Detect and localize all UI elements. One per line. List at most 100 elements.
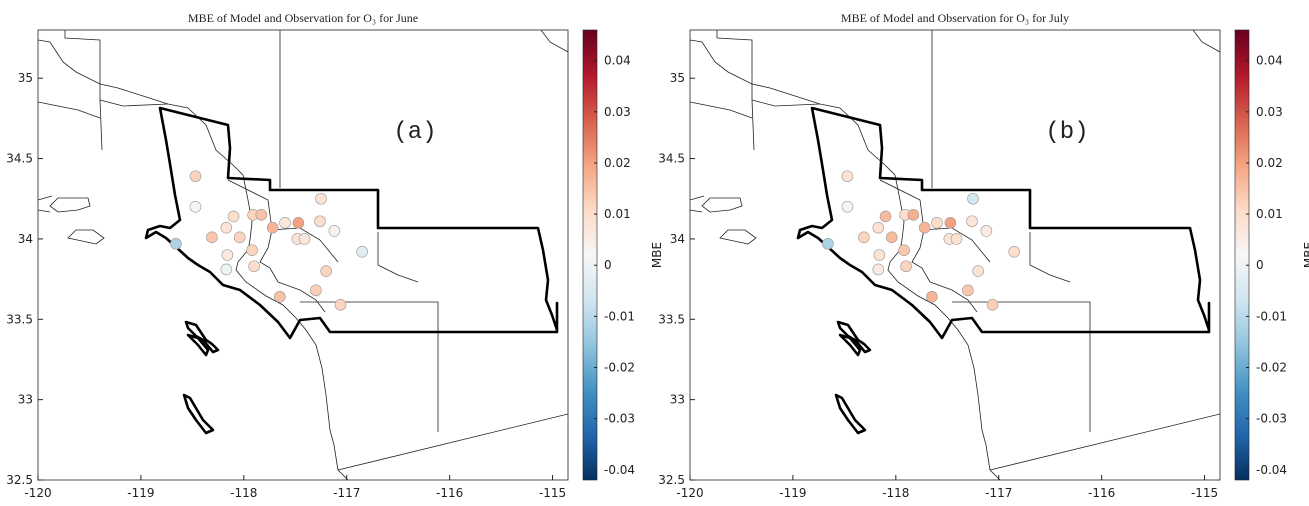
- colorbar-tick-label: -0.02: [1256, 361, 1287, 375]
- station-marker: [962, 284, 974, 297]
- y-tick-label: 34.5: [658, 152, 685, 166]
- station-marker: [221, 249, 234, 261]
- colorbar-tick-label: 0.03: [1256, 105, 1283, 119]
- station-marker: [822, 237, 834, 250]
- y-tick-label: 33.5: [658, 312, 685, 326]
- station-marker: [227, 210, 240, 223]
- y-tick-label: 35: [18, 71, 33, 85]
- station-marker: [206, 231, 218, 244]
- colorbar-tick-label: -0.04: [604, 463, 635, 477]
- map-panel: MBE of Model and Observation for O₃ for …: [6, 11, 664, 500]
- station-marker: [879, 210, 892, 223]
- station-marker: [170, 237, 182, 250]
- annotation: (a): [393, 119, 436, 146]
- station-marker: [926, 290, 938, 303]
- station-marker: [944, 217, 957, 229]
- station-marker: [967, 192, 979, 205]
- x-tick-label: -117: [333, 486, 360, 500]
- y-tick-label: 35: [670, 71, 685, 85]
- x-tick-label: -116: [1088, 486, 1115, 500]
- station-marker: [189, 170, 202, 183]
- station-marker: [266, 221, 279, 234]
- station-marker: [841, 170, 854, 183]
- station-marker: [885, 231, 898, 244]
- station-marker: [298, 233, 311, 245]
- annotation: (b): [1045, 119, 1088, 146]
- station-marker: [315, 192, 327, 205]
- station-marker: [858, 231, 870, 244]
- colorbar-label: MBE: [650, 242, 664, 268]
- y-tick-label: 34: [18, 232, 33, 246]
- station-marker: [189, 200, 202, 213]
- x-tick-label: -115: [539, 486, 566, 500]
- station-marker: [328, 225, 341, 237]
- colorbar-tick-label: 0: [1256, 258, 1264, 272]
- station-marker: [356, 245, 368, 258]
- station-marker: [980, 225, 993, 237]
- station-marker: [220, 221, 233, 234]
- station-marker: [872, 263, 885, 276]
- x-tick-label: -119: [779, 486, 806, 500]
- y-tick-label: 33: [18, 393, 33, 407]
- chart-title: MBE of Model and Observation for O₃ for …: [841, 11, 1069, 25]
- station-marker: [907, 209, 920, 221]
- colorbar-tick-label: 0.01: [604, 207, 631, 221]
- map-panel: MBE of Model and Observation for O₃ for …: [658, 11, 1309, 500]
- station-marker: [898, 244, 910, 256]
- colorbar-tick-label: 0: [604, 258, 612, 272]
- station-marker: [255, 209, 268, 221]
- y-tick-label: 33: [670, 393, 685, 407]
- station-marker: [310, 284, 322, 297]
- colorbar-tick-label: 0.03: [604, 105, 631, 119]
- colorbar: [1234, 29, 1250, 481]
- x-tick-label: -116: [436, 486, 463, 500]
- colorbar-tick-label: 0.02: [1256, 156, 1283, 170]
- station-marker: [950, 233, 963, 245]
- station-marker: [966, 215, 978, 228]
- station-marker: [274, 290, 286, 303]
- colorbar-tick-label: -0.01: [1256, 309, 1287, 323]
- y-tick-label: 34: [670, 232, 685, 246]
- panels: MBE of Model and Observation for O₃ for …: [6, 11, 1309, 500]
- station-marker: [1008, 245, 1020, 258]
- colorbar-tick-label: -0.03: [1256, 412, 1287, 426]
- station-marker: [292, 217, 305, 229]
- station-marker: [314, 215, 326, 228]
- x-tick-label: -118: [230, 486, 257, 500]
- y-tick-label: 33.5: [6, 312, 33, 326]
- x-tick-label: -115: [1191, 486, 1218, 500]
- y-tick-label: 34.5: [6, 152, 33, 166]
- colorbar: [582, 29, 598, 481]
- station-marker: [220, 263, 233, 276]
- station-marker: [320, 265, 332, 277]
- station-marker: [248, 260, 260, 273]
- colorbar-tick-label: -0.02: [604, 361, 635, 375]
- station-marker: [841, 200, 854, 213]
- station-marker: [931, 217, 943, 229]
- x-tick-label: -120: [24, 486, 51, 500]
- colorbar-tick-label: -0.01: [604, 309, 635, 323]
- colorbar-tick-label: 0.04: [1256, 54, 1283, 68]
- colorbar-tick-label: 0.01: [1256, 207, 1283, 221]
- y-tick-label: 32.5: [658, 473, 685, 487]
- chart-title: MBE of Model and Observation for O₃ for …: [188, 11, 418, 25]
- x-tick-label: -120: [676, 486, 703, 500]
- station-marker: [334, 299, 347, 311]
- x-tick-label: -117: [985, 486, 1012, 500]
- basemap: [690, 30, 1220, 480]
- station-marker: [986, 299, 999, 311]
- colorbar-label: MBE: [1302, 242, 1309, 268]
- station-marker: [972, 265, 984, 277]
- station-marker: [872, 221, 885, 234]
- plot-frame: [689, 29, 1221, 481]
- y-tick-label: 32.5: [6, 473, 33, 487]
- x-tick-label: -118: [882, 486, 909, 500]
- station-marker: [233, 231, 246, 244]
- station-marker: [918, 221, 931, 234]
- station-marker: [873, 249, 886, 261]
- station-marker: [279, 217, 291, 229]
- plot-frame: [37, 29, 569, 481]
- station-marker: [900, 260, 912, 273]
- colorbar-tick-label: 0.04: [604, 54, 631, 68]
